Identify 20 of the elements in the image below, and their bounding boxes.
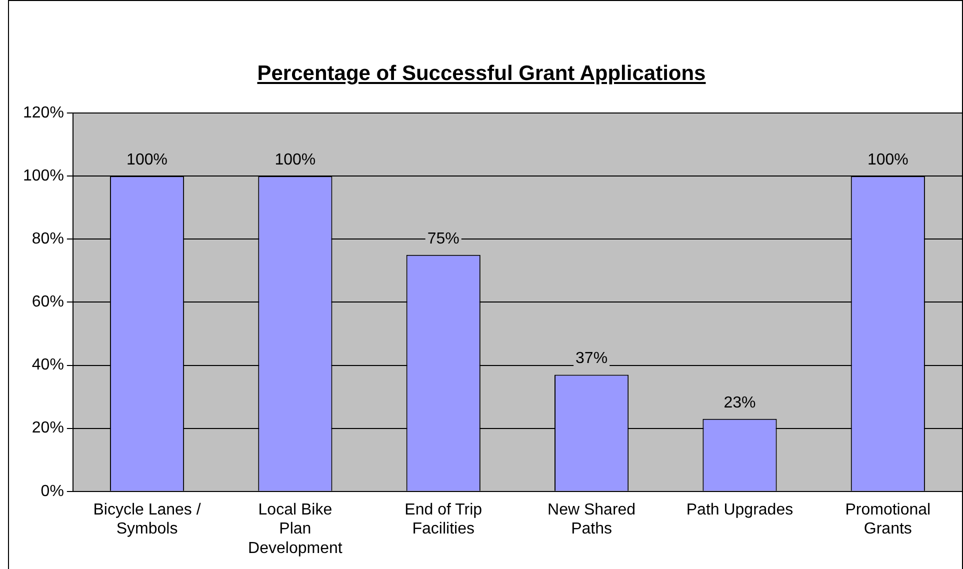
y-tick-label: 80% — [32, 230, 64, 248]
data-label: 75% — [427, 230, 460, 248]
y-tick-label: 20% — [32, 420, 64, 437]
data-label: 100% — [126, 151, 168, 168]
y-tick-label: 100% — [23, 167, 64, 184]
x-tick-label: Local Bike Plan Development — [248, 501, 343, 557]
data-label: 23% — [724, 394, 756, 412]
x-tick-label: New Shared Paths — [548, 501, 636, 538]
x-tick-label: Promotional Grants — [845, 501, 931, 538]
data-label: 37% — [576, 350, 608, 368]
data-label: 100% — [274, 151, 316, 168]
x-tick-label: End of Trip Facilities — [404, 501, 482, 538]
y-tick-label: 0% — [40, 482, 64, 500]
x-tick-label: Path Upgrades — [686, 501, 794, 518]
y-tick-label: 60% — [32, 294, 64, 311]
data-label: 100% — [867, 151, 908, 168]
y-tick-label: 40% — [32, 356, 64, 374]
chart-title: Percentage of Successful Grant Applications — [256, 62, 707, 86]
x-tick-label: Bicycle Lanes / Symbols — [93, 501, 202, 538]
y-tick-label: 120% — [23, 104, 64, 122]
